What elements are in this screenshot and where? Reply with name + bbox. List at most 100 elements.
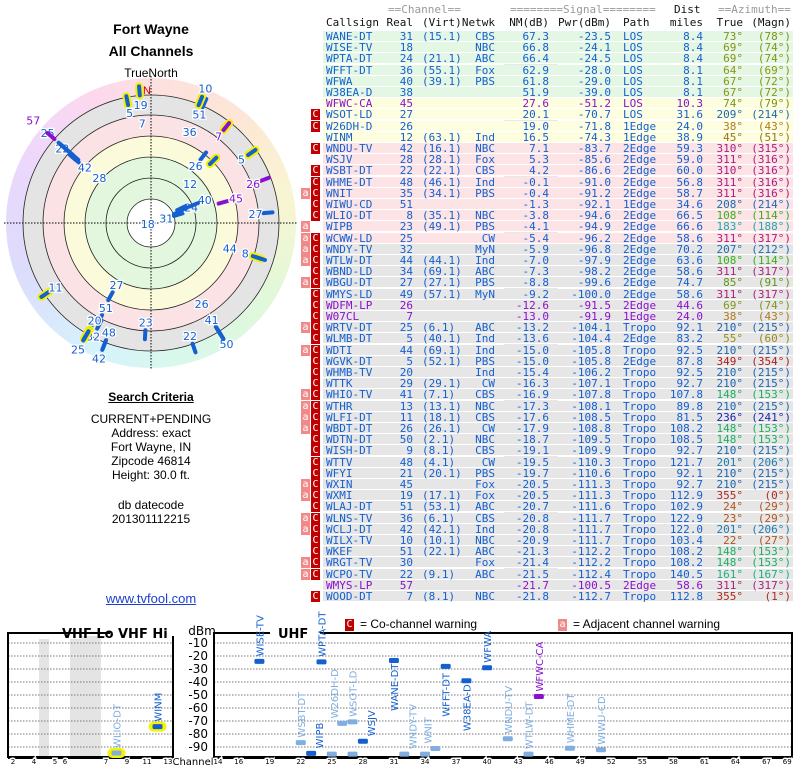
network: Ind [475, 254, 495, 267]
table-row[interactable]: WTTK 29 (29.1) CW -16.3 -107.1 Tropo 92.7 210° (2… [323, 377, 793, 391]
distance: 56.8 [676, 175, 704, 189]
channel-tick: 22 [296, 758, 305, 766]
table-row[interactable]: WBND-LD 34 (69.1) ABC -7.3 -98.2 2Edge 58.6 311°… [323, 265, 793, 279]
table-row[interactable]: WSJV 28 (28.1) Fox 5.3 -85.6 2Edge 59.0 311° (316… [323, 154, 793, 166]
power: -111.6 [571, 500, 611, 514]
column-header: Real [386, 16, 414, 29]
azimuth-magnetic: (316°) [751, 175, 791, 189]
table-row[interactable]: WISH-DT 9 (8.1) CBS -19.1 -109.9 Tropo 92.7 210°… [323, 445, 793, 457]
table-row[interactable]: WILX-TV 10 (10.1) NBC -20.9 -111.7 Tropo 103.4 2… [323, 535, 793, 546]
table-row[interactable]: WMYS-LD 49 (57.1) MyN -9.2 -100.0 2Edge 58.6 311… [323, 288, 793, 300]
table-row[interactable]: WIPB 23 (49.1) PBS -4.1 -94.9 2Edge 66.6 183° (18… [323, 220, 793, 234]
table-row[interactable]: WNIT 35 (34.1) PBS -0.4 -91.2 2Edge 58.7 311° (31… [323, 186, 793, 200]
azimuth-magnetic: (153°) [751, 556, 791, 570]
location-title: Fort Wayne [113, 21, 189, 37]
power: -110.3 [571, 455, 611, 469]
distance: 66.5 [676, 209, 704, 223]
table-row[interactable]: WXMI 19 (17.1) Fox -20.5 -111.3 Tropo 112.9 355°… [323, 490, 793, 502]
table-row[interactable]: WMYS-LP 57 -21.7 -100.5 2Edge 58.6 311° (317°) [323, 578, 793, 592]
table-row[interactable]: WTTV 48 (4.1) CW -19.5 -110.3 Tropo 121.7 201° (2… [323, 455, 793, 469]
distance: 10.3 [676, 97, 704, 111]
table-row[interactable]: WFWA 40 (39.1) PBS 61.8 -29.0 LOS 8.1 67° (72°) [323, 75, 793, 87]
table-row[interactable]: WISE-TV 18 NBC 66.8 -24.1 LOS 8.4 69° (74°) [323, 42, 793, 54]
table-row[interactable]: WHMB-TV 20 Ind -15.4 -106.2 Tropo 92.5 210° (215… [323, 367, 793, 378]
table-row[interactable]: WCPO-TV 22 (9.1) ABC -21.5 -112.4 Tropo 140.5 16… [323, 567, 793, 581]
table-row[interactable]: WRGT-TV 30 Fox -21.4 -112.2 Tropo 108.2 148° (15… [323, 556, 793, 570]
table-row[interactable]: WCWW-LD 25 CW -5.4 -96.2 2Edge 58.6 311° (317°) [323, 231, 793, 245]
azimuth-true: 210° [716, 478, 744, 491]
table-row[interactable]: WCLJ-DT 42 (42.1) Ind -20.8 -111.7 Tropo 122.0 2… [323, 522, 793, 536]
channel-tick: 19 [265, 758, 274, 766]
virtual-channel: (40.1) [422, 332, 462, 346]
table-row[interactable]: WLMB-DT 5 (40.1) Ind -13.6 -104.4 2Edge 83.2 55°… [323, 332, 793, 346]
network: ABC [475, 567, 495, 581]
table-row[interactable]: WHME-DT 48 (46.1) Ind -0.1 -91.0 2Edge 56.8 311°… [323, 175, 793, 189]
table-row[interactable]: W26DH-D 26 19.0 -71.8 1Edge 24.0 38° (43°) [323, 120, 793, 132]
distance: 58.6 [676, 265, 704, 279]
table-row[interactable]: WANE-DT 31 (15.1) CBS 67.3 -23.5 LOS 8.4 73° (78°… [323, 31, 793, 42]
network: Ind [475, 130, 495, 144]
azimuth-magnetic: (316°) [751, 186, 791, 200]
table-row[interactable]: WLNS-TV 36 (6.1) CBS -20.8 -111.7 Tropo 122.9 23… [323, 511, 793, 525]
table-row[interactable]: WRTV-DT 25 (6.1) ABC -13.2 -104.1 Tropo 92.1 210… [323, 322, 793, 334]
virtual-channel: (63.1) [422, 130, 462, 144]
table-row[interactable]: W38EA-D 38 51.9 -39.0 LOS 8.1 67° (72°) [323, 87, 793, 98]
table-row[interactable]: WHIO-TV 41 (7.1) CBS -16.9 -107.8 Tropo 107.8 14… [323, 389, 793, 401]
table-row[interactable]: WFWC-CA 45 27.6 -51.2 LOS 10.3 74° (79°) [323, 97, 793, 111]
path: 2Edge [623, 231, 657, 245]
station-channel-label: 45 [229, 193, 243, 206]
adjacent-flag: a [301, 568, 310, 580]
table-row[interactable]: WGVK-DT 5 (52.1) PBS -15.0 -105.8 2Edge 87.8 349… [323, 355, 793, 367]
table-row[interactable]: WLAJ-DT 51 (53.1) ABC -20.7 -111.6 Tropo 102.9 2… [323, 500, 793, 514]
table-row[interactable]: WDTI 44 (69.1) Ind -15.0 -105.8 Tropo 92.5 210° (… [323, 344, 793, 356]
virtual-channel: (35.1) [422, 209, 462, 223]
dbm-axis-label: dBm [188, 624, 216, 638]
channel-tick: 61 [700, 758, 709, 766]
callsign: WTTK [326, 377, 353, 391]
distance: 108.2 [669, 545, 703, 559]
station-channel-label: 5 [238, 154, 245, 167]
co-channel-flag: C [311, 467, 320, 479]
path: 2Edge [623, 242, 657, 256]
azimuth-magnetic: (29°) [757, 511, 791, 525]
table-row[interactable]: WBGU-DT 27 (27.1) PBS -8.8 -99.6 2Edge 74.7 85° (… [323, 276, 793, 290]
table-row[interactable]: WNDU-TV 42 (16.1) NBC 7.1 -83.7 2Edge 59.3 310° (… [323, 143, 793, 154]
table-row[interactable]: WDTN-DT 50 (2.1) NBC -18.7 -109.5 Tropo 108.5 14… [323, 434, 793, 446]
virtual-channel: (49.1) [422, 220, 462, 234]
noise-margin: 7.1 [529, 142, 549, 155]
co-channel-flag: C [311, 311, 320, 322]
station-channel-label: 41 [205, 314, 219, 327]
table-row[interactable]: WFFT-DT 36 (55.1) Fox 62.9 -28.0 LOS 8.1 64° (69°… [323, 64, 793, 76]
tvfool-link[interactable]: www.tvfool.com [105, 591, 197, 606]
noise-margin: -21.7 [515, 578, 549, 592]
co-channel-flag: C [311, 546, 320, 558]
path: 2Edge [623, 175, 657, 189]
table-row[interactable]: WTHR 13 (13.1) NBC -17.3 -108.1 Tropo 89.8 210° (… [323, 400, 793, 412]
station-callsign-label: WFFT-DT [442, 672, 453, 717]
power: -111.7 [571, 522, 611, 536]
table-row[interactable]: WSOT-LD 27 20.1 -70.7 LOS 31.6 209° (214°) [323, 109, 793, 121]
table-row[interactable]: WKEF 51 (22.1) ABC -21.3 -112.2 Tropo 108.2 148°… [323, 545, 793, 559]
table-row[interactable]: WINM 12 (63.1) Ind 16.5 -74.3 1Edge 38.9 45° (51°… [323, 130, 793, 144]
table-row[interactable]: WTLW-DT 44 (44.1) Ind -7.0 -97.9 2Edge 63.6 108°… [323, 255, 793, 266]
distance: 24.0 [676, 310, 704, 323]
table-row[interactable]: WXIN 45 Fox -20.5 -111.3 Tropo 92.7 210° (215°) [323, 479, 793, 490]
table-row[interactable]: WFYI 21 (20.1) PBS -19.7 -110.6 Tropo 92.1 210° (… [323, 467, 793, 479]
table-row[interactable]: WBDT-DT 26 (26.1) CW -17.9 -108.8 Tropo 108.2 14… [323, 423, 793, 434]
table-row[interactable]: WDFM-LP 26 -12.6 -91.5 2Edge 44.6 69° (74°) [323, 299, 793, 311]
callsign: WLAJ-DT [326, 500, 373, 514]
azimuth-true: 355° [716, 590, 744, 603]
table-row[interactable]: WOOD-DT 7 (8.1) NBC -21.8 -112.7 Tropo 112.8 355… [323, 591, 793, 602]
azimuth-true: 85° [723, 276, 743, 290]
station-signal-bar [254, 658, 265, 664]
channel-axis-label: Channel [172, 757, 213, 768]
table-row[interactable]: W07CL 7 -13.0 -91.9 1Edge 24.0 38° (43°) [323, 311, 793, 322]
table-row[interactable]: WIWU-CD 51 -1.3 -92.1 1Edge 34.6 208° (214°) [323, 199, 793, 210]
noise-margin: -3.8 [522, 209, 550, 223]
table-row[interactable]: WLIO-DT 8 (35.1) NBC -3.8 -94.6 2Edge 66.5 108° (… [323, 209, 793, 223]
azimuth-magnetic: (214°) [751, 198, 791, 211]
table-row[interactable]: WNDY-TV 32 MyN -5.9 -96.8 2Edge 70.2 207° (212°) [323, 242, 793, 256]
table-row[interactable]: WSBT-DT 22 (22.1) CBS 4.2 -86.6 2Edge 60.0 310° (… [323, 165, 793, 177]
table-row[interactable]: WPTA-DT 24 (21.1) ABC 66.4 -24.5 LOS 8.4 69° (74°… [323, 53, 793, 65]
table-row[interactable]: WLFI-DT 11 (18.1) CBS -17.6 -108.5 Tropo 81.5 23… [323, 411, 793, 423]
